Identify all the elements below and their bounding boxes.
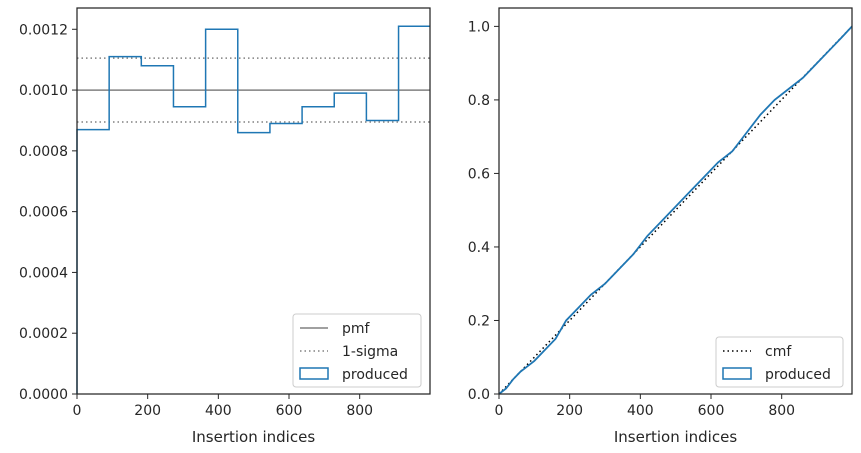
legend-cumulative-produced-swatch [722, 367, 752, 380]
histogram-bin [109, 57, 141, 394]
right-y-tick-label: 0.6 [468, 166, 490, 182]
left-y-tick-label: 0.0012 [19, 22, 68, 38]
left-y-tick-label: 0.0002 [19, 326, 68, 342]
right-y-tick-label: 0.2 [468, 313, 490, 329]
histogram-bin [206, 29, 238, 394]
right-legend-box [715, 336, 844, 388]
left-y-tick-label: 0.0006 [19, 205, 68, 221]
left-y-tick-label: 0.0010 [19, 83, 68, 99]
left-x-axis-label: Insertion indices [192, 428, 315, 446]
right-x-tick-label: 800 [768, 403, 795, 419]
produced-histogram-step [76, 25, 430, 394]
histogram-bin [238, 133, 270, 394]
right-y-tick-label: 0.8 [468, 93, 490, 109]
left-x-tick-label: 0 [73, 403, 82, 419]
right-x-tick-label: 400 [627, 403, 654, 419]
legend-produced-swatch [299, 367, 329, 380]
left-y-tick-label: 0.0004 [19, 265, 68, 281]
right-y-tick-label: 0.0 [468, 387, 490, 403]
right-x-tick-label: 200 [556, 403, 583, 419]
histogram-bin [77, 130, 109, 394]
right-y-tick-label: 0.4 [468, 240, 490, 256]
legend-cumulative-produced-label: produced [765, 367, 831, 383]
left-x-tick-label: 200 [134, 403, 161, 419]
right-chart-panel: 0 200 400 600 800 0.0 0.2 0.4 0.6 0.8 1.0 Insertio… [468, 7, 853, 446]
right-chart-marks [498, 25, 853, 395]
left-x-tick-label: 400 [205, 403, 232, 419]
right-axis-ticks: 0 200 400 600 800 0.0 0.2 0.4 0.6 0.8 1.0 [468, 19, 795, 419]
left-legend: pmf 1-sigma produced [292, 313, 422, 388]
histogram-bin [141, 66, 173, 394]
left-x-tick-label: 800 [346, 403, 373, 419]
left-chart-marks [76, 25, 430, 394]
produced-cumulative-line [498, 25, 853, 395]
left-y-tick-label: 0.0008 [19, 144, 68, 160]
histogram-bin [173, 107, 205, 394]
right-legend: cmf produced [715, 336, 844, 388]
right-plot-frame [498, 7, 853, 395]
left-chart-panel: 0 200 400 600 800 0.0000 0.0002 0.0004 0.0006 0.0… [19, 7, 431, 446]
left-plot-frame [76, 7, 431, 395]
legend-sigma-label: 1-sigma [342, 344, 398, 360]
right-y-tick-label: 1.0 [468, 19, 490, 35]
left-y-tick-label: 0.0000 [19, 387, 68, 403]
right-x-axis-label: Insertion indices [614, 428, 737, 446]
legend-produced-label: produced [342, 367, 408, 383]
legend-cmf-label: cmf [765, 344, 792, 360]
left-x-tick-label: 600 [276, 403, 303, 419]
right-x-tick-label: 600 [698, 403, 725, 419]
legend-pmf-label: pmf [342, 321, 371, 337]
right-x-tick-label: 0 [495, 403, 504, 419]
left-axis-ticks: 0 200 400 600 800 0.0000 0.0002 0.0004 0.0006 0.0… [19, 22, 373, 419]
